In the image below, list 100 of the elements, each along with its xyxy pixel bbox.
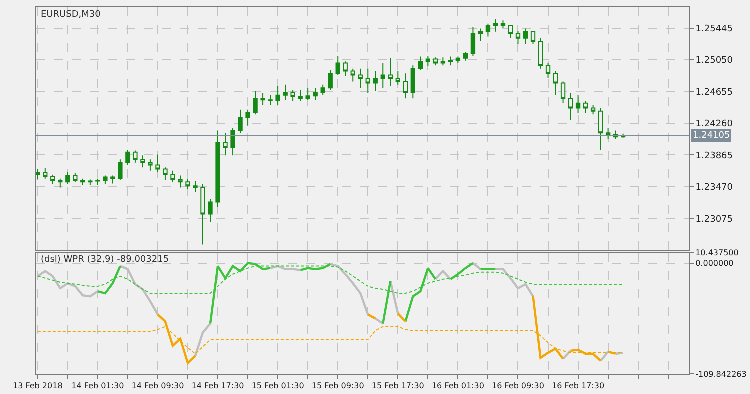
candlestick <box>418 56 424 71</box>
candlestick <box>388 58 393 88</box>
candlestick <box>606 128 611 140</box>
candlestick <box>470 26 476 56</box>
x-tick-label: 14 Feb 17:30 <box>192 382 244 391</box>
candlestick <box>433 57 438 66</box>
candlestick <box>546 62 551 79</box>
candlestick <box>448 56 454 66</box>
chart-title: (dsl) WPR (32,9) -89.003215 <box>41 255 170 265</box>
x-tick-label: 13 Feb 2018 <box>12 382 63 391</box>
x-tick-label: 14 Feb 09:30 <box>132 382 184 391</box>
candlestick <box>500 20 506 30</box>
x-tick-label: 14 Feb 01:30 <box>72 382 124 391</box>
candlestick <box>456 56 461 64</box>
candlestick <box>508 24 514 39</box>
candlestick <box>568 92 574 121</box>
candlestick <box>268 94 273 106</box>
x-tick-label: 16 Feb 17:30 <box>552 382 605 391</box>
x-tick-label: 15 Feb 09:30 <box>312 382 364 391</box>
candlestick <box>58 178 63 188</box>
candlestick <box>373 70 378 92</box>
candlestick <box>73 172 78 183</box>
candlestick <box>110 175 116 184</box>
candlestick <box>156 154 160 173</box>
candlestick <box>148 159 153 172</box>
candlestick <box>216 130 220 208</box>
candlestick <box>186 178 190 190</box>
chart-title: EURUSD,M30 <box>41 10 102 20</box>
candlestick <box>80 178 86 186</box>
candlestick <box>403 73 408 100</box>
y-tick-label: 1.23075 <box>696 214 734 225</box>
candlestick <box>66 172 70 186</box>
candlestick <box>193 180 198 194</box>
candlestick <box>126 149 130 166</box>
candlestick <box>530 30 536 44</box>
candlestick <box>88 179 93 186</box>
candlestick <box>598 108 604 150</box>
candlestick <box>230 128 236 156</box>
candlestick <box>103 175 108 186</box>
candlestick <box>350 68 356 82</box>
candlestick <box>290 90 296 102</box>
candlestick <box>253 90 258 116</box>
candlestick <box>96 178 100 186</box>
y-tick-label: 1.25050 <box>696 56 734 66</box>
candlestick <box>358 68 363 89</box>
candlestick <box>396 70 400 86</box>
candlestick <box>43 168 48 180</box>
candlestick <box>246 109 250 126</box>
candlestick <box>238 109 243 134</box>
candlestick <box>583 100 588 114</box>
candlestick <box>118 159 123 182</box>
candlestick <box>223 132 228 156</box>
candlestick <box>283 84 288 101</box>
candlestick <box>590 104 596 116</box>
x-tick-label: 16 Feb 09:30 <box>492 382 544 391</box>
candlestick <box>523 28 528 44</box>
x-tick-label: 15 Feb 01:30 <box>252 382 304 391</box>
candlestick <box>313 88 318 101</box>
candlestick <box>380 62 386 89</box>
candlestick <box>440 57 446 66</box>
y-tick-label: 1.23865 <box>696 151 734 162</box>
y-tick-label: 1.23470 <box>696 183 734 194</box>
candlestick <box>486 23 491 38</box>
candlestick <box>163 167 168 182</box>
candlestick <box>36 168 40 180</box>
candlestick <box>50 174 56 186</box>
candlestick <box>516 30 521 44</box>
candlestick <box>178 175 183 188</box>
y-tick-label: 10.437500 <box>696 248 739 258</box>
candlestick <box>343 61 348 77</box>
candlestick <box>366 68 370 94</box>
candlestick <box>170 170 176 183</box>
candlestick <box>463 51 468 62</box>
y-tick-label: 0.000000 <box>696 259 734 268</box>
candlestick <box>140 155 146 168</box>
candlestick <box>576 94 581 114</box>
candlestick <box>306 88 310 101</box>
x-tick-label: 15 Feb 17:30 <box>372 382 424 391</box>
candlestick <box>133 150 138 164</box>
candlestick <box>260 92 266 106</box>
y-tick-label: -109.842263 <box>696 370 747 379</box>
candlestick <box>553 70 558 96</box>
candlestick <box>276 86 280 106</box>
candlestick <box>560 81 566 104</box>
candlestick <box>426 56 431 67</box>
y-tick-label: 1.24260 <box>696 120 734 130</box>
candlestick <box>410 65 416 100</box>
x-tick-label: 16 Feb 01:30 <box>432 382 484 391</box>
candlestick <box>493 18 498 32</box>
candlestick <box>538 38 544 70</box>
candlestick <box>208 198 213 223</box>
candlestick <box>200 184 206 246</box>
candlestick <box>336 56 340 76</box>
candlestick <box>328 70 333 92</box>
candlestick <box>320 84 326 96</box>
candlestick <box>298 90 303 102</box>
candlestick <box>478 28 484 42</box>
y-tick-label: 1.25445 <box>696 24 734 34</box>
y-tick-label: 1.24655 <box>696 88 734 98</box>
ref-line-label: 1.24105 <box>693 131 730 141</box>
